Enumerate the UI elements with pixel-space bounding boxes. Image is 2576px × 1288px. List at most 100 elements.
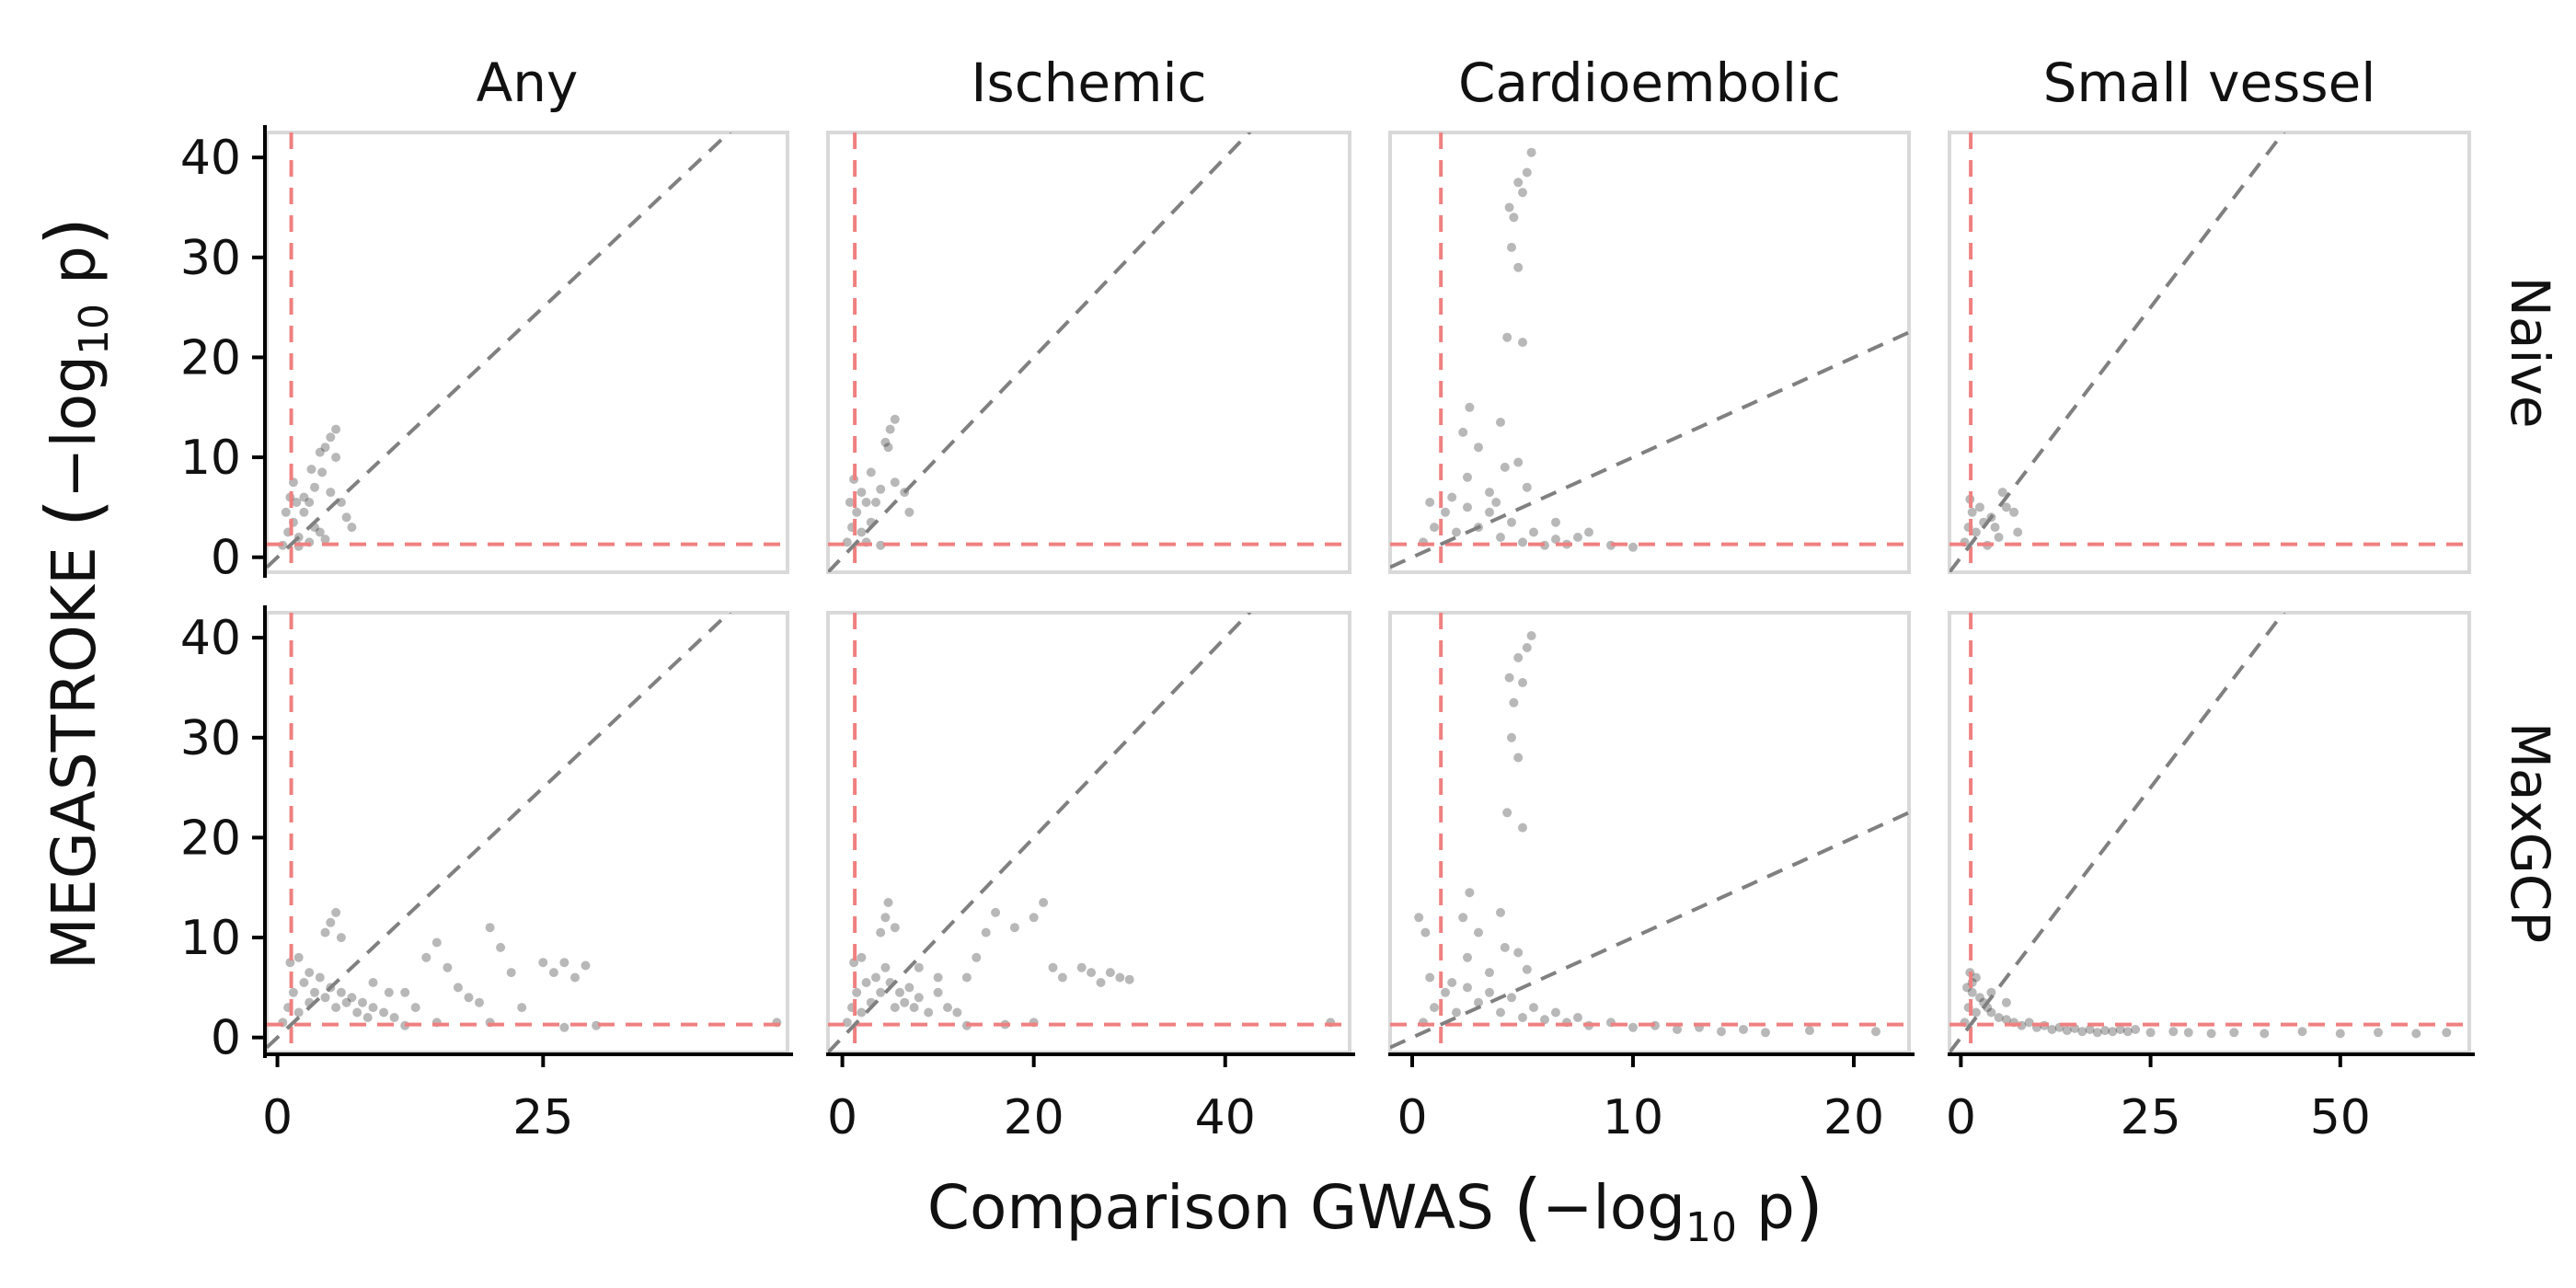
data-point <box>2047 1025 2057 1034</box>
data-point <box>1096 978 1106 987</box>
y-tick-label: 40 <box>180 131 241 186</box>
panel-r1-c3 <box>1948 611 2471 1054</box>
data-point <box>336 987 346 997</box>
data-point <box>1463 472 1472 482</box>
data-point <box>2297 1027 2307 1037</box>
data-point <box>1009 923 1019 933</box>
data-point <box>895 987 904 997</box>
data-point <box>885 424 895 434</box>
data-point <box>2001 1015 2011 1025</box>
data-point <box>347 993 357 1003</box>
data-point <box>320 993 330 1003</box>
data-point <box>326 917 336 927</box>
data-point <box>857 527 867 537</box>
panel-r1-c1 <box>826 611 1351 1054</box>
data-point <box>991 907 1001 917</box>
panel-r0-c2 <box>1388 131 1911 574</box>
x-axis-title-math: −log <box>1542 1172 1685 1243</box>
data-point <box>1518 537 1527 547</box>
data-point <box>1430 523 1439 533</box>
data-point <box>1496 418 1505 427</box>
data-point <box>341 997 351 1007</box>
data-point <box>331 424 341 434</box>
data-point <box>1628 542 1638 552</box>
identity-line <box>1390 811 1909 1050</box>
data-point <box>2024 1018 2034 1028</box>
x-tick-label: 50 <box>2310 1090 2371 1145</box>
data-point <box>2013 527 2023 537</box>
x-axis-title-tail: p <box>1737 1172 1795 1243</box>
data-point <box>1971 527 1981 537</box>
data-point <box>890 923 900 933</box>
x-tick-label: 25 <box>2120 1090 2180 1145</box>
x-tick-label: 20 <box>1004 1090 1064 1145</box>
data-point <box>475 997 484 1007</box>
data-point <box>1975 502 1984 512</box>
data-point <box>857 488 867 498</box>
data-point <box>2077 1027 2087 1037</box>
data-point <box>315 527 325 537</box>
data-point <box>1474 443 1483 453</box>
data-point <box>1518 188 1527 198</box>
data-point <box>880 913 891 923</box>
data-point <box>1441 507 1450 517</box>
data-point <box>1526 631 1536 640</box>
y-tick-label: 20 <box>180 330 241 385</box>
data-point <box>1526 147 1536 157</box>
data-point <box>1529 1003 1538 1013</box>
data-point <box>2001 502 2011 512</box>
data-point <box>1551 517 1560 527</box>
panel-r0-c3 <box>1948 131 2471 574</box>
data-point <box>299 492 309 502</box>
data-point <box>2183 1028 2193 1038</box>
data-point <box>914 962 924 972</box>
data-point <box>861 498 871 507</box>
y-axis-title-tail: p <box>39 246 109 304</box>
data-point <box>2122 1027 2133 1037</box>
data-point <box>1076 962 1087 972</box>
data-point <box>2145 1028 2156 1038</box>
data-point <box>2108 1027 2118 1037</box>
identity-line <box>1949 132 2286 572</box>
data-point <box>288 987 298 997</box>
panel-r0-c0 <box>265 131 789 574</box>
data-point <box>1739 1025 1748 1034</box>
data-point <box>1491 498 1501 507</box>
identity-line <box>828 613 1252 1052</box>
data-point <box>1500 942 1510 952</box>
data-point <box>904 983 914 993</box>
data-point <box>2335 1029 2345 1039</box>
data-point <box>842 537 852 547</box>
y-tick-label: 10 <box>180 431 241 486</box>
data-point <box>331 453 341 463</box>
data-point <box>1496 533 1505 542</box>
data-point <box>548 968 558 978</box>
data-point <box>570 972 580 983</box>
data-point <box>972 952 982 962</box>
data-point <box>2260 1029 2270 1039</box>
identity-line <box>267 132 732 569</box>
data-point <box>2206 1029 2216 1039</box>
data-point <box>852 987 862 997</box>
data-point <box>2100 1026 2110 1036</box>
data-point <box>952 1007 962 1018</box>
data-point <box>1507 993 1516 1003</box>
data-point <box>1990 523 2000 533</box>
data-point <box>306 465 316 475</box>
data-point <box>352 1007 362 1018</box>
data-point <box>1485 987 1494 997</box>
row-labels: Naive MaxGCP <box>2499 276 2561 943</box>
data-point <box>453 983 463 993</box>
data-point <box>2085 1025 2095 1034</box>
data-point <box>871 972 880 983</box>
data-point <box>1502 808 1512 818</box>
data-point <box>1971 972 1981 983</box>
y-axis-title-subscript: 10 <box>71 304 118 355</box>
x-tick-label: 0 <box>827 1090 857 1145</box>
data-point <box>292 498 302 507</box>
data-point <box>1975 993 1984 1003</box>
panel-frame <box>1948 611 2471 1054</box>
x-tick-label: 40 <box>1195 1090 1256 1145</box>
x-tick-label: 0 <box>1946 1090 1976 1145</box>
data-point <box>909 1003 919 1013</box>
